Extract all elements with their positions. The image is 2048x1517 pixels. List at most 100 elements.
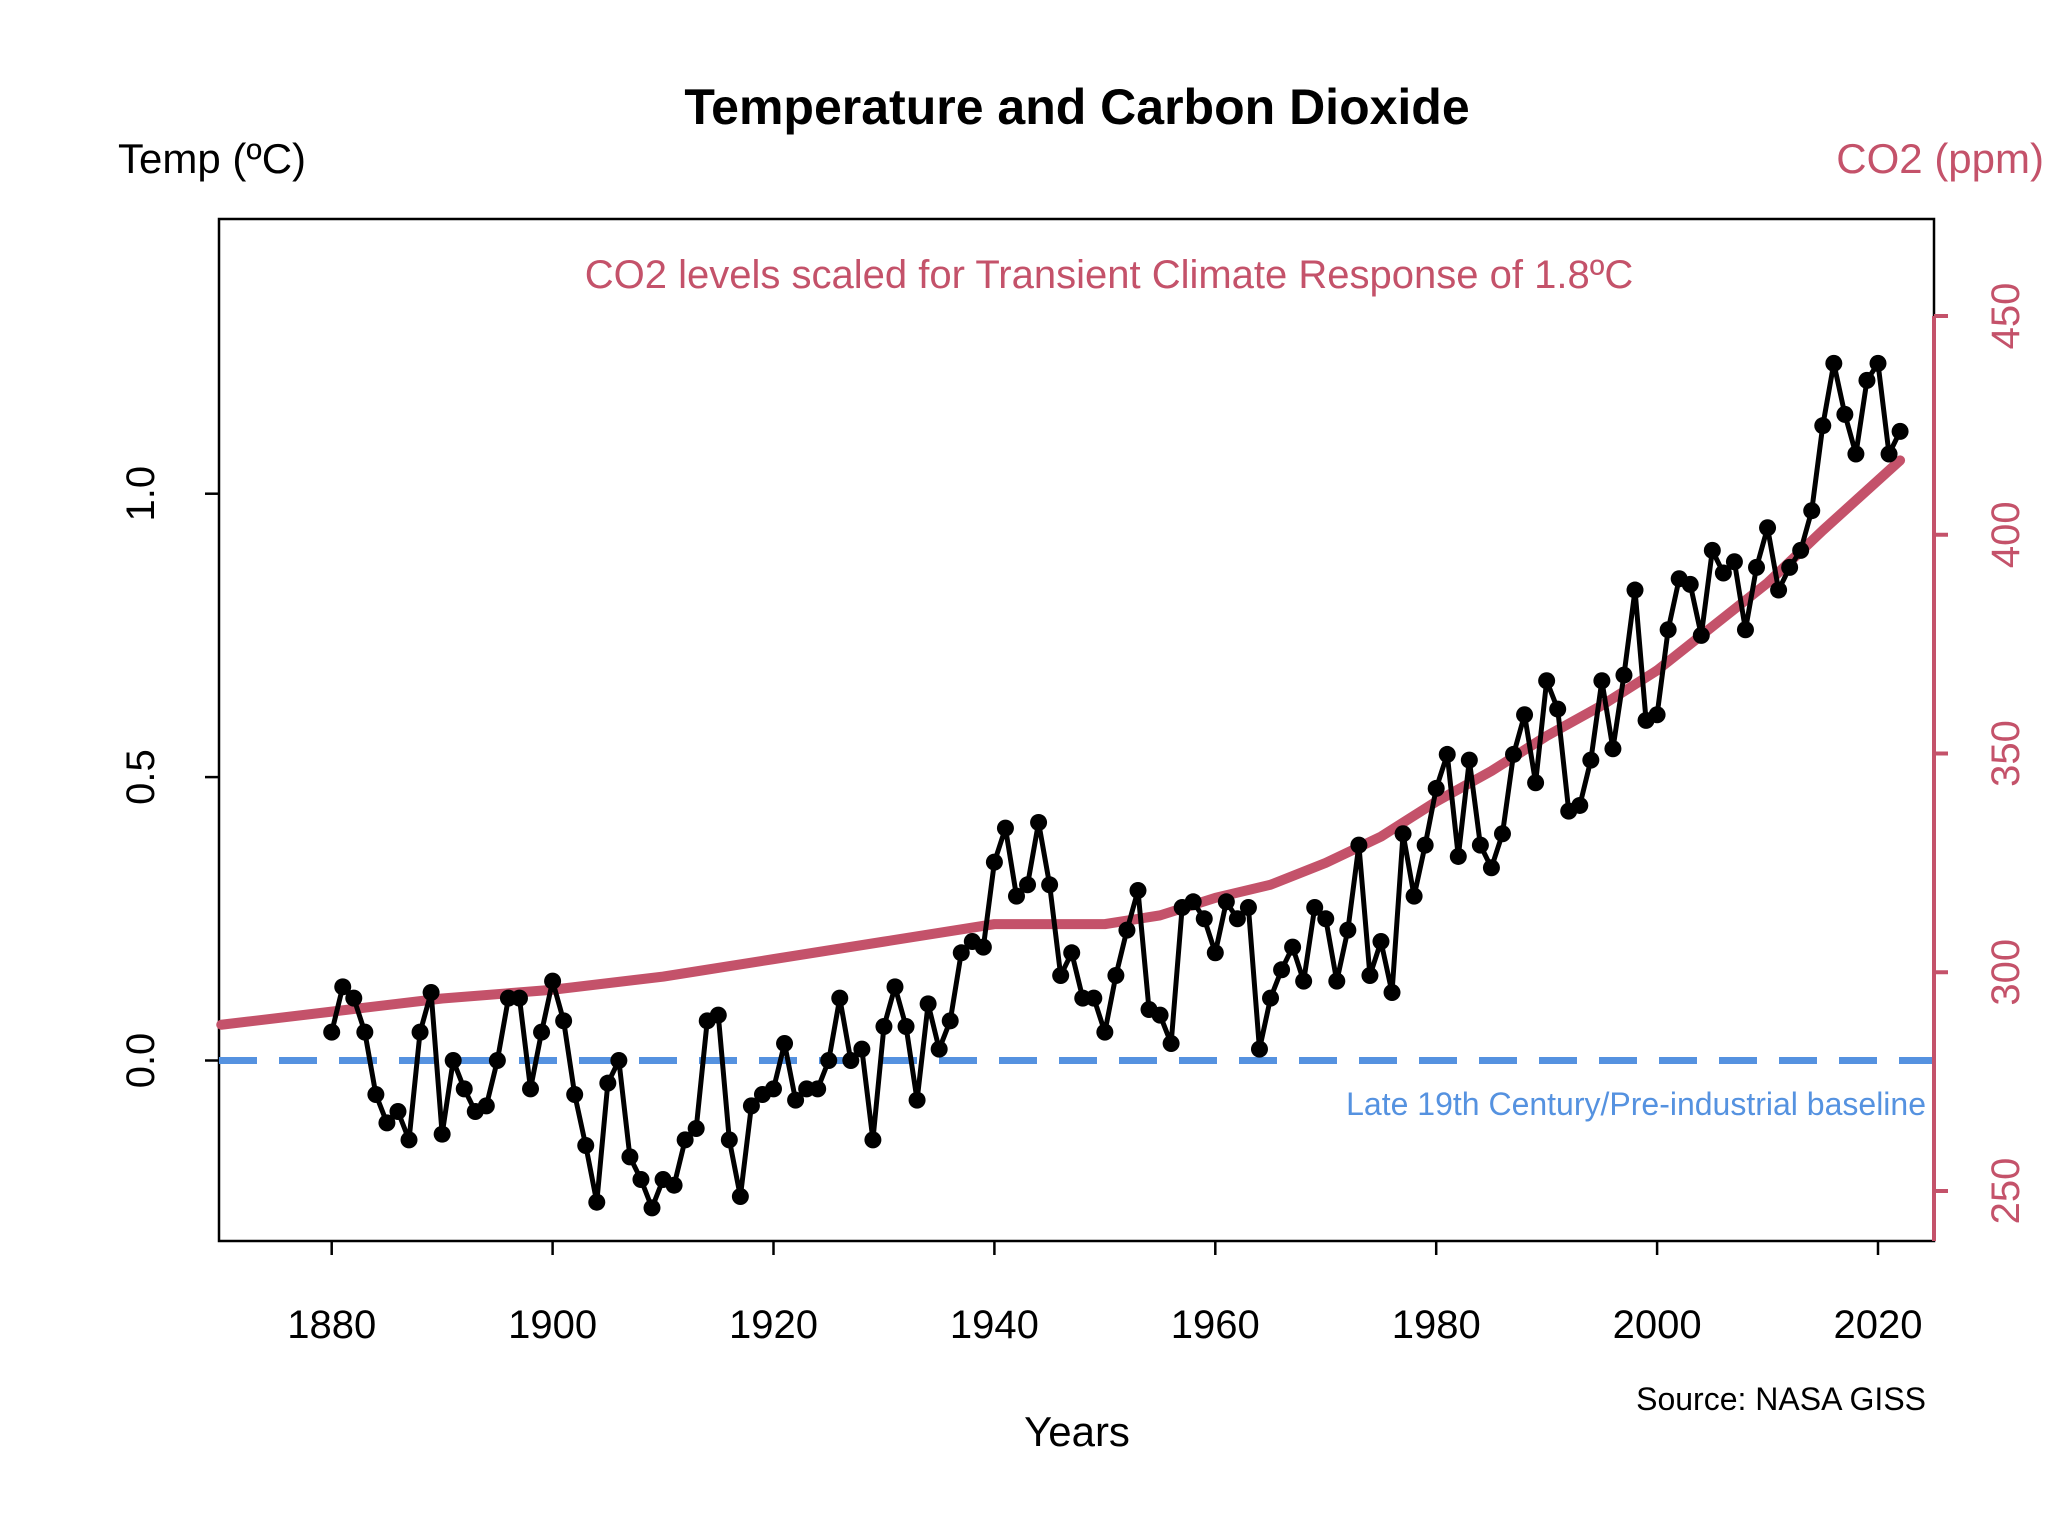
x-axis-label: Years [1024,1408,1130,1455]
temperature-point [1063,944,1081,962]
temperature-point [731,1188,749,1206]
temperature-point [776,1034,794,1052]
temperature-point [709,1006,727,1024]
temperature-point [1107,966,1125,984]
temperature-point [665,1176,683,1194]
temperature-point [687,1120,705,1138]
x-tick-label: 1880 [287,1303,376,1347]
temperature-point [1041,876,1059,894]
temperature-point [676,1131,694,1149]
temperature-point [1195,910,1213,928]
temperature-point [1604,740,1622,758]
temperature-point [400,1131,418,1149]
temperature-point [1052,966,1070,984]
temperature-point [488,1052,506,1069]
temperature-point [522,1080,540,1098]
temperature-point [908,1091,926,1109]
temperature-point [1648,706,1666,724]
temperature-point [422,983,440,1001]
source-note: Source: NASA GISS [1636,1381,1926,1417]
temperature-point [1493,825,1511,843]
temperature-point [345,989,363,1007]
temperature-point [1449,847,1467,865]
temperature-point [533,1023,551,1041]
temperature-point [842,1052,860,1069]
temperature-point [1250,1040,1268,1058]
temperature-point [864,1131,882,1149]
y-right-tick-label: 400 [1984,501,2028,568]
x-tick-label: 1960 [1171,1303,1260,1347]
temperature-point [1770,581,1788,599]
temperature-point [1571,796,1589,814]
temperature-point [941,1012,959,1030]
temperature-point [787,1091,805,1109]
temperature-point [1427,779,1445,797]
temperature-point [1030,813,1048,831]
temperature-point [996,819,1014,837]
temperature-point [1306,898,1324,916]
temperature-point [1703,541,1721,559]
temperature-point [1184,893,1202,911]
x-tick-label: 1920 [729,1303,818,1347]
temperature-point [1372,932,1390,950]
temperature-point [378,1114,396,1132]
temperature-point [577,1137,595,1155]
temperature-point [1482,859,1500,877]
temperature-point [1085,989,1103,1007]
temperature-point [1714,564,1732,582]
y-axis-right-label: CO2 (ppm) [1836,135,2044,182]
temperature-point [1869,354,1887,372]
temperature-point [389,1103,407,1121]
temperature-point [1847,445,1865,463]
temperature-point [1438,745,1456,763]
temperature-point [1681,575,1699,593]
temperature-point [1836,405,1854,423]
temperature-point [588,1193,606,1211]
temperature-point [1505,745,1523,763]
temperature-point [1549,700,1567,718]
temperature-point [367,1086,385,1104]
temperature-point [555,1012,573,1030]
temperature-point [1295,972,1313,990]
temperature-point [1814,417,1832,435]
x-tick-label: 1900 [508,1303,597,1347]
temperature-point [621,1148,639,1166]
temperature-point [809,1080,827,1098]
temperature-point [1626,581,1644,599]
temperature-point [1007,887,1025,905]
temperature-point [510,989,528,1007]
temperature-point [1096,1023,1114,1041]
temperature-point [1394,825,1412,843]
temperature-point [1593,672,1611,690]
temperature-point [1736,621,1754,639]
temperature-point [1262,989,1280,1007]
temperature-point [610,1052,628,1069]
temperature-point [974,938,992,956]
x-tick-label: 1940 [950,1303,1039,1347]
temperature-point [1350,836,1368,854]
temperature-point [1328,972,1346,990]
temperature-point [1284,938,1302,956]
temperature-point [1129,881,1147,899]
y-left-tick-label: 0.5 [119,749,163,805]
temperature-point [356,1023,374,1041]
temperature-point [720,1131,738,1149]
temperature-point [1019,876,1037,894]
temperature-point [1405,887,1423,905]
temperature-point [765,1080,782,1098]
temperature-point [1615,666,1633,684]
temperature-point [897,1017,915,1035]
co2-line [216,455,1906,1030]
temperature-point [444,1052,462,1069]
temperature-point [853,1040,871,1058]
temperature-point [1339,921,1357,939]
temperature-point [1781,558,1799,576]
temperature-point [742,1097,760,1115]
temperature-point [1383,983,1401,1001]
y-left-tick-label: 0.0 [119,1033,163,1089]
temperature-point [1273,961,1291,979]
co2-scaling-annotation: CO2 levels scaled for Transient Climate … [585,253,1633,297]
temperature-point [1659,621,1677,639]
temperature-point [643,1199,661,1217]
x-tick-label: 1980 [1392,1303,1481,1347]
